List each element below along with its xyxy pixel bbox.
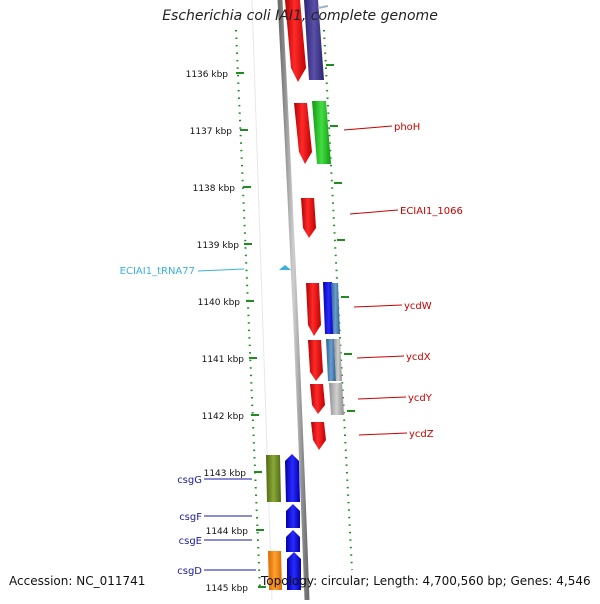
gene-label: ECIAI1_1066 [400,206,463,217]
gene-block [334,339,342,381]
tick-label: 1136 kbp [186,70,229,80]
tick-label: 1141 kbp [202,355,245,365]
accession-text: Accession: NC_011741 [9,574,146,588]
tick-marks [236,64,355,588]
gene-block [308,340,323,381]
gene-block [287,552,301,590]
tick-label: 1144 kbp [206,527,249,537]
outer-ring-left [235,29,261,591]
gene-label: ycdX [406,352,431,363]
gene-label: phoH [394,122,420,133]
gene-block [301,198,316,238]
csg-label: csgD [177,566,202,577]
gene-block [286,504,300,528]
tick-label: 1143 kbp [204,469,247,479]
tick-labels: 1136 kbp 1137 kbp 1138 kbp 1139 kbp 1140… [186,70,249,594]
gene-block [310,384,325,414]
gene-block [286,530,300,552]
gene-label: ycdW [404,301,432,312]
gene-label-leaders [343,125,408,436]
tick-label: 1145 kbp [206,584,249,594]
gene-tick [317,5,329,9]
gene-block [331,283,340,334]
track-band-left [251,0,273,601]
trna-leader [197,268,245,272]
gene-block [306,283,321,336]
gene-block [285,454,300,502]
csg-label: csgE [179,536,202,547]
genome-title: Escherichia coli IAI1, complete genome [162,8,438,24]
gene-block [311,422,326,450]
trna-label: ECIAI1_tRNA77 [120,266,195,277]
csg-label-leaders [204,478,256,571]
gene-label: ycdZ [409,429,434,440]
gene-block [294,103,312,164]
gene-block [329,383,344,415]
tick-label: 1138 kbp [193,184,236,194]
csg-labels: csgG csgF csgE csgD [177,475,202,577]
genome-backbone [277,0,310,601]
trna-marker [279,265,291,270]
csg-label: csgG [177,475,202,486]
tick-label: 1140 kbp [198,298,241,308]
gene-block [285,0,306,82]
tick-label: 1142 kbp [202,412,245,422]
gene-block [323,282,334,334]
gene-block [266,455,281,502]
csg-label: csgF [179,512,202,523]
tick-label: 1137 kbp [190,127,233,137]
gene-block [268,551,282,590]
gene-label: ycdY [408,393,433,404]
genome-summary-text: Topology: circular; Length: 4,700,560 bp… [261,574,591,588]
gene-block [304,0,324,80]
gene-block [326,339,336,381]
gene-labels: phoH ECIAI1_1066 ycdW ycdX ycdY ycdZ [394,122,463,440]
tick-label: 1139 kbp [197,241,240,251]
gene-block [312,101,331,164]
